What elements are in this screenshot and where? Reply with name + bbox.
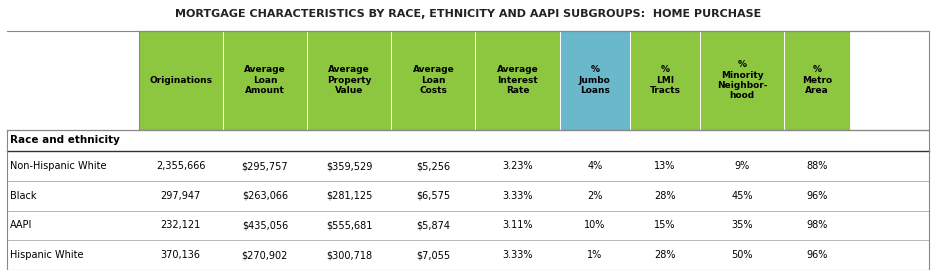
Text: 2,355,666: 2,355,666	[156, 161, 205, 171]
Text: 3.33%: 3.33%	[503, 250, 533, 260]
Text: Originations: Originations	[149, 76, 212, 85]
Text: Average
Loan
Amount: Average Loan Amount	[244, 65, 285, 95]
Text: 3.33%: 3.33%	[503, 191, 533, 201]
Text: %
Metro
Area: % Metro Area	[802, 65, 832, 95]
Text: $555,681: $555,681	[326, 220, 373, 231]
Text: $7,055: $7,055	[417, 250, 450, 260]
Text: $281,125: $281,125	[326, 191, 373, 201]
Text: 4%: 4%	[587, 161, 603, 171]
Bar	[391, 31, 475, 130]
Bar	[139, 31, 929, 130]
Bar	[139, 31, 223, 130]
Text: 232,121: 232,121	[160, 220, 201, 231]
Text: 28%: 28%	[654, 191, 676, 201]
Text: 45%: 45%	[732, 191, 753, 201]
Text: 2%: 2%	[587, 191, 603, 201]
Text: AAPI: AAPI	[10, 220, 33, 231]
Bar	[7, 130, 929, 270]
Text: 50%: 50%	[732, 250, 753, 260]
Text: 88%: 88%	[807, 161, 827, 171]
Text: 15%: 15%	[654, 220, 676, 231]
Text: Black: Black	[10, 191, 37, 201]
Text: 98%: 98%	[807, 220, 827, 231]
Text: %
Minority
Neighbor-
hood: % Minority Neighbor- hood	[717, 60, 768, 100]
Text: $270,902: $270,902	[241, 250, 288, 260]
Text: $5,256: $5,256	[417, 161, 450, 171]
Bar	[475, 31, 560, 130]
Text: 35%: 35%	[732, 220, 753, 231]
Bar	[784, 31, 850, 130]
Text: 370,136: 370,136	[161, 250, 200, 260]
Text: 13%: 13%	[654, 161, 676, 171]
Text: 28%: 28%	[654, 250, 676, 260]
Text: Average
Loan
Costs: Average Loan Costs	[413, 65, 454, 95]
Bar	[700, 31, 784, 130]
Text: MORTGAGE CHARACTERISTICS BY RACE, ETHNICITY AND AAPI SUBGROUPS:  HOME PURCHASE: MORTGAGE CHARACTERISTICS BY RACE, ETHNIC…	[175, 9, 761, 19]
Text: Race and ethnicity: Race and ethnicity	[10, 135, 120, 146]
Text: Average
Interest
Rate: Average Interest Rate	[497, 65, 538, 95]
Text: %
LMI
Tracts: % LMI Tracts	[650, 65, 680, 95]
Text: $300,718: $300,718	[326, 250, 373, 260]
Bar	[307, 31, 391, 130]
Text: 3.23%: 3.23%	[503, 161, 533, 171]
Text: 297,947: 297,947	[160, 191, 201, 201]
Text: 10%: 10%	[584, 220, 606, 231]
Text: $5,874: $5,874	[417, 220, 450, 231]
Text: 1%: 1%	[587, 250, 603, 260]
Text: $435,056: $435,056	[241, 220, 288, 231]
Text: 3.11%: 3.11%	[503, 220, 533, 231]
Text: $359,529: $359,529	[326, 161, 373, 171]
Bar	[223, 31, 307, 130]
Text: 96%: 96%	[807, 191, 827, 201]
Text: $6,575: $6,575	[417, 191, 450, 201]
Text: Hispanic White: Hispanic White	[10, 250, 84, 260]
Text: Average
Property
Value: Average Property Value	[327, 65, 372, 95]
Text: $263,066: $263,066	[241, 191, 288, 201]
Text: %
Jumbo
Loans: % Jumbo Loans	[579, 65, 610, 95]
Text: $295,757: $295,757	[241, 161, 288, 171]
Text: 9%: 9%	[735, 161, 750, 171]
Bar	[560, 31, 630, 130]
Text: 96%: 96%	[807, 250, 827, 260]
Bar	[630, 31, 700, 130]
Text: Non-Hispanic White: Non-Hispanic White	[10, 161, 107, 171]
